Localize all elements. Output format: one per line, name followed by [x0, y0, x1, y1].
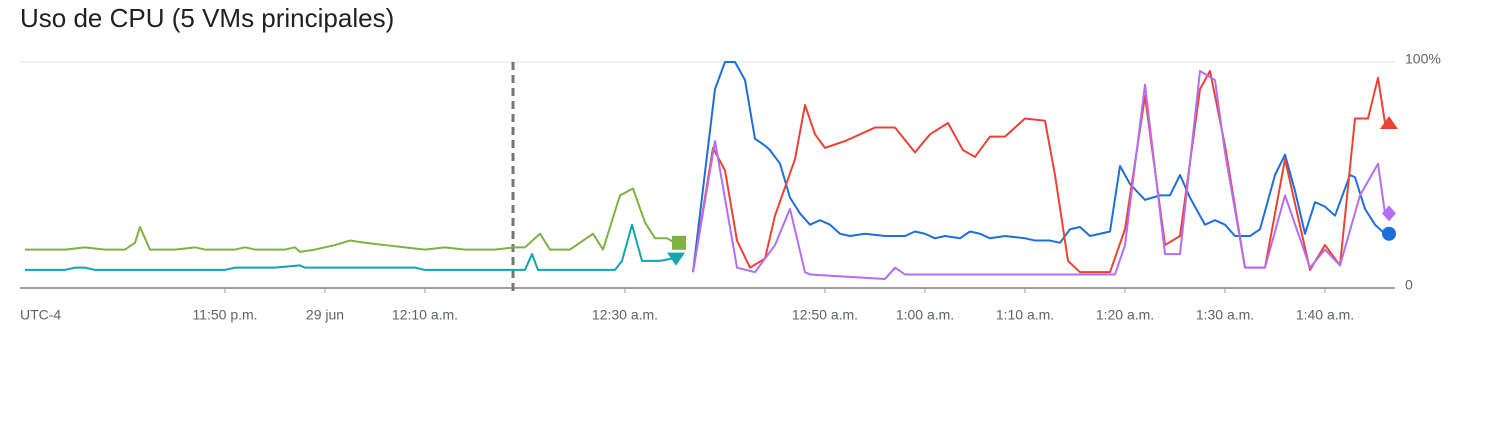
- x-tick-label: 1:20 a.m.: [1096, 307, 1154, 323]
- x-tick-label: 1:30 a.m.: [1196, 307, 1254, 323]
- series-line: [25, 187, 676, 253]
- end-marker: [1382, 205, 1396, 222]
- x-tick-label: 1:40 a.m.: [1296, 307, 1354, 323]
- x-tick-label: 12:50 a.m.: [792, 307, 858, 323]
- x-tick-label: 12:30 a.m.: [592, 307, 658, 323]
- end-marker: [1380, 116, 1398, 130]
- series-line: [25, 223, 673, 271]
- end-marker: [1382, 226, 1396, 241]
- x-tick-label: 12:10 a.m.: [392, 307, 458, 323]
- x-tick-label: 1:00 a.m.: [896, 307, 954, 323]
- series-line: [692, 70, 1386, 274]
- y-tick-label: 100%: [1405, 51, 1441, 67]
- chart-title: Uso de CPU (5 VMs principales): [20, 3, 394, 33]
- series-line: [692, 61, 1386, 273]
- x-tick-label: 1:10 a.m.: [996, 307, 1054, 323]
- y-tick-label: 0: [1405, 277, 1413, 293]
- end-marker: [672, 235, 686, 250]
- timezone-label: UTC-4: [20, 307, 61, 323]
- series-line: [692, 70, 1386, 280]
- end-marker: [667, 252, 685, 266]
- x-tick-label: 29 jun: [306, 307, 344, 323]
- x-tick-label: 11:50 p.m.: [192, 307, 257, 323]
